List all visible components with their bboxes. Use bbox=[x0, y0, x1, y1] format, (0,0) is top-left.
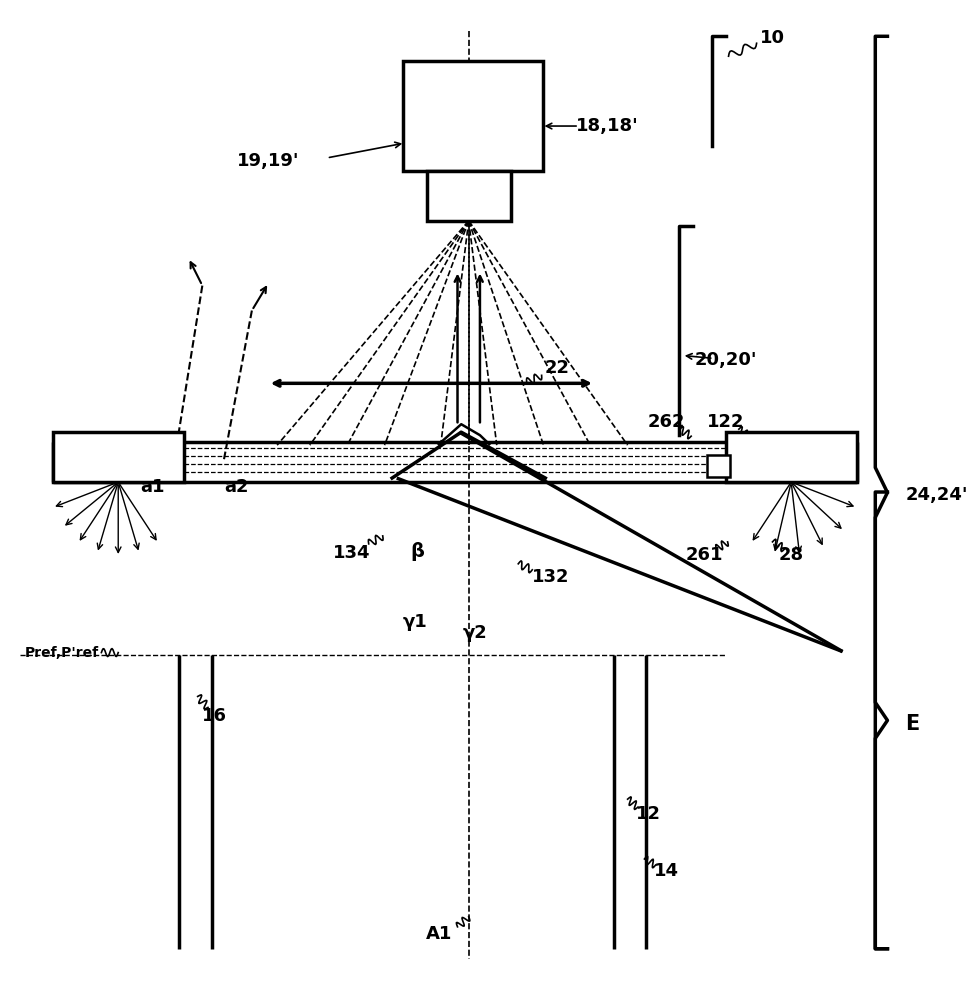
Text: 261: 261 bbox=[685, 546, 723, 564]
Text: β: β bbox=[410, 542, 424, 561]
Text: 10: 10 bbox=[760, 29, 785, 47]
Text: 28: 28 bbox=[779, 546, 803, 564]
Bar bbox=[707, 455, 730, 477]
Text: E: E bbox=[905, 714, 919, 734]
Text: 18,18': 18,18' bbox=[575, 117, 639, 135]
Text: a1: a1 bbox=[140, 478, 165, 496]
Text: 20,20': 20,20' bbox=[694, 351, 757, 369]
Text: 122: 122 bbox=[707, 413, 745, 431]
Text: 132: 132 bbox=[532, 568, 569, 586]
Text: a2: a2 bbox=[224, 478, 250, 496]
Text: A1: A1 bbox=[426, 925, 452, 943]
Text: γ1: γ1 bbox=[403, 613, 428, 631]
Text: 19,19': 19,19' bbox=[237, 152, 299, 170]
Text: γ2: γ2 bbox=[463, 624, 488, 642]
Bar bbox=[53, 432, 183, 482]
Text: 12: 12 bbox=[636, 805, 661, 823]
Text: 24,24': 24,24' bbox=[905, 486, 968, 504]
Text: 16: 16 bbox=[202, 707, 227, 725]
Text: Pref,P'ref: Pref,P'ref bbox=[24, 646, 98, 660]
Bar bbox=[427, 171, 511, 221]
Text: 22: 22 bbox=[545, 359, 570, 377]
Bar bbox=[404, 61, 543, 171]
Text: 262: 262 bbox=[648, 413, 685, 431]
Text: 134: 134 bbox=[333, 544, 370, 562]
Text: 14: 14 bbox=[654, 862, 680, 880]
Bar bbox=[725, 432, 857, 482]
